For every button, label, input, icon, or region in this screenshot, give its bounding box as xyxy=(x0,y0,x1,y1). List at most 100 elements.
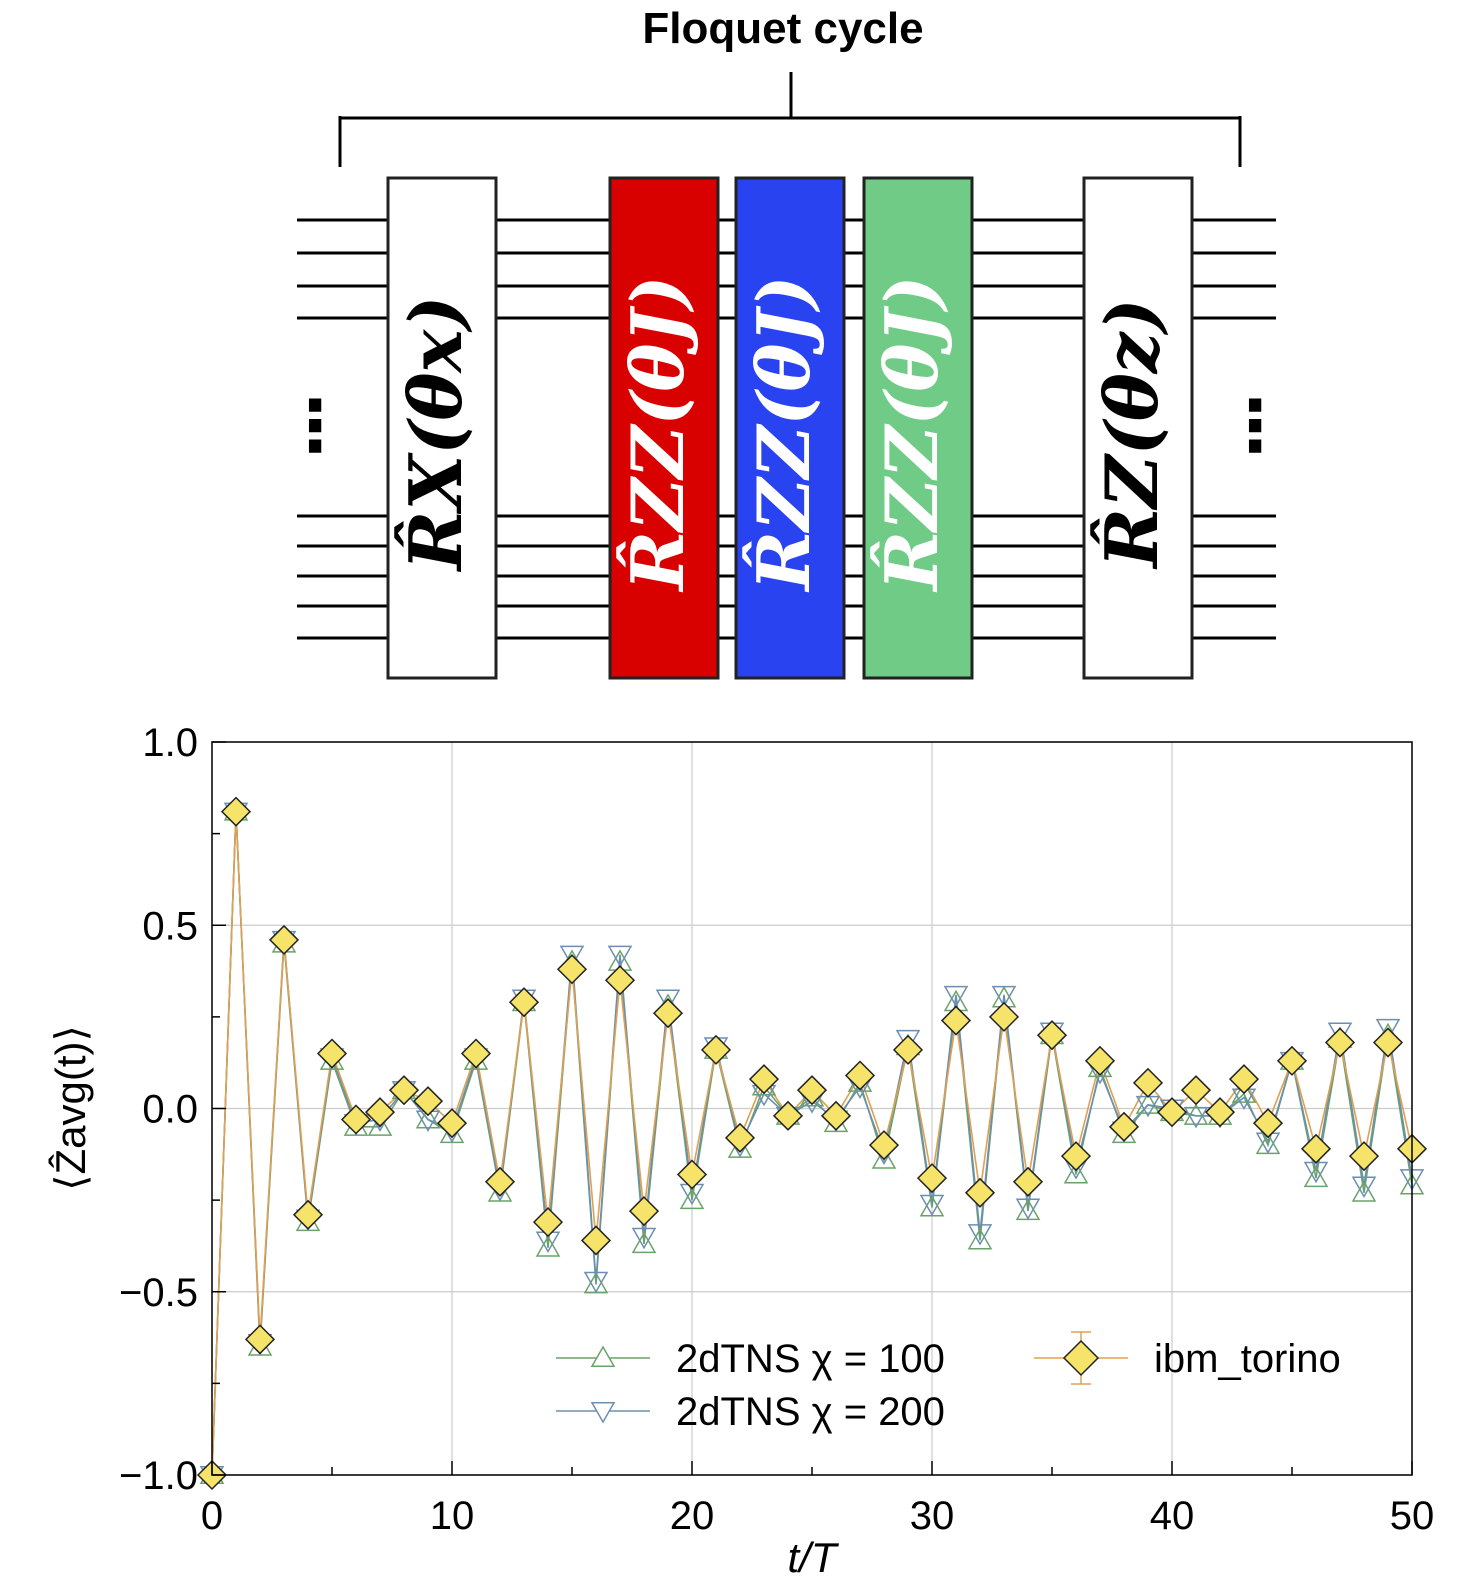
legend-entry-2: ibm_torino xyxy=(1034,1331,1341,1385)
x-tick-label: 50 xyxy=(1390,1494,1435,1538)
circuit-title: Floquet cycle xyxy=(642,4,923,53)
data-point-ibm-torino xyxy=(1156,1097,1188,1128)
gate-label: R̂Z(θz) xyxy=(1089,298,1174,569)
data-point-ibm-torino xyxy=(700,1034,732,1065)
data-point-ibm-torino xyxy=(652,998,684,1029)
y-tick-labels: 1.0 0.5 0.0 −0.5 −1.0 xyxy=(119,721,198,1498)
data-point-ibm-torino xyxy=(844,1060,876,1091)
data-point-ibm-torino xyxy=(1036,1020,1068,1051)
data-point-ibm-torino xyxy=(316,1038,348,1069)
gate-box xyxy=(386,176,498,680)
data-point-ibm-torino xyxy=(1060,1141,1092,1172)
data-point-chi100 xyxy=(871,1147,897,1169)
data-point-ibm-torino xyxy=(220,796,252,827)
legend-marker xyxy=(1062,1339,1100,1377)
legend: 2dTNS χ = 100 2dTNS χ = 200 ibm_torino xyxy=(556,1331,1341,1434)
data-point-chi100 xyxy=(535,1235,561,1257)
data-point-ibm-torino xyxy=(484,1166,516,1197)
data-point-ibm-torino xyxy=(1012,1166,1044,1197)
data-point-ibm-torino xyxy=(964,1177,996,1208)
data-point-ibm-torino xyxy=(388,1075,420,1106)
x-tick-label: 20 xyxy=(670,1494,715,1538)
data-point-chi100 xyxy=(415,1106,441,1129)
data-point-ibm-torino xyxy=(340,1104,372,1135)
data-point-chi200 xyxy=(607,945,633,968)
gate-box xyxy=(734,176,846,680)
y-tick-label: 0.5 xyxy=(142,904,198,948)
data-point-ibm-torino xyxy=(436,1108,468,1139)
data-point-chi200 xyxy=(1375,1018,1401,1041)
data-point-ibm-torino xyxy=(796,1075,828,1106)
data-point-ibm-torino xyxy=(1372,1027,1404,1058)
data-point-chi200 xyxy=(631,1227,657,1250)
data-point-chi100 xyxy=(1303,1165,1329,1188)
data-point-ibm-torino xyxy=(268,924,300,955)
data-point-ibm-torino xyxy=(820,1100,852,1131)
data-point-chi200 xyxy=(559,945,585,968)
data-point-chi100 xyxy=(967,1227,993,1250)
data-point-ibm-torino xyxy=(1084,1045,1116,1076)
data-point-chi200 xyxy=(1327,1022,1353,1045)
data-point-chi200 xyxy=(1351,1176,1377,1198)
legend-marker xyxy=(590,1345,616,1367)
data-point-chi200 xyxy=(895,1029,921,1052)
data-point-ibm-torino xyxy=(1300,1133,1332,1164)
data-point-chi100 xyxy=(367,1114,393,1136)
data-point-ibm-torino xyxy=(292,1199,324,1230)
legend-label: 2dTNS χ = 200 xyxy=(676,1390,945,1434)
ellipsis-right: ⋮ xyxy=(1220,385,1290,467)
floquet-circuit-diagram: Floquet cycle R̂X(θx) R̂ZZ(θJ) R̂ZZ(θJ) R̂Z… xyxy=(280,4,1290,680)
floquet-bracket xyxy=(338,72,1242,167)
x-axis-label: t/T xyxy=(788,1534,840,1580)
data-point-ibm-torino xyxy=(1108,1111,1140,1142)
data-point-ibm-torino xyxy=(508,987,540,1018)
x-tick-label: 30 xyxy=(910,1494,955,1538)
y-axis-label: ⟨Ẑavg(t)⟩ xyxy=(47,1025,94,1191)
data-point-ibm-torino xyxy=(892,1034,924,1065)
data-point-ibm-torino xyxy=(916,1163,948,1194)
z-avg-chart: 0 10 20 30 40 50 1.0 0.5 0.0 −0.5 −1.0 t/T ⟨Ẑavg(… xyxy=(47,721,1434,1580)
y-tick-label: −0.5 xyxy=(119,1271,198,1315)
data-point-chi200 xyxy=(991,985,1017,1008)
data-point-chi200 xyxy=(967,1224,993,1246)
data-point-ibm-torino xyxy=(1324,1027,1356,1058)
x-tick-labels: 0 10 20 30 40 50 xyxy=(201,1494,1434,1538)
gate-box xyxy=(862,176,974,680)
gate-0: R̂X(θx) xyxy=(386,176,498,680)
data-point-ibm-torino xyxy=(604,965,636,996)
data-point-ibm-torino xyxy=(1228,1064,1260,1095)
data-point-ibm-torino xyxy=(724,1122,756,1153)
data-point-chi200 xyxy=(1183,1106,1209,1129)
data-point-ibm-torino xyxy=(628,1196,660,1227)
gate-4: R̂Z(θz) xyxy=(1082,176,1194,680)
gate-label: R̂ZZ(θJ) xyxy=(741,275,826,592)
data-point-chi100 xyxy=(1183,1103,1209,1125)
data-point-ibm-torino xyxy=(364,1097,396,1128)
data-point-ibm-torino xyxy=(1132,1067,1164,1098)
data-point-chi100 xyxy=(631,1231,657,1254)
gate-1: R̂ZZ(θJ) xyxy=(608,176,720,680)
data-point-ibm-torino xyxy=(1276,1045,1308,1076)
data-point-ibm-torino xyxy=(1348,1141,1380,1172)
data-point-chi100 xyxy=(679,1187,705,1210)
data-point-ibm-torino xyxy=(1204,1097,1236,1128)
gate-layer: R̂X(θx) R̂ZZ(θJ) R̂ZZ(θJ) R̂ZZ(θJ) R̂Z(θz) xyxy=(386,176,1194,680)
legend-entry-0: 2dTNS χ = 100 xyxy=(556,1337,945,1381)
data-point-ibm-torino xyxy=(676,1159,708,1190)
x-tick-label: 10 xyxy=(430,1494,475,1538)
gate-3: R̂ZZ(θJ) xyxy=(862,176,974,680)
data-point-chi200 xyxy=(583,1271,609,1294)
data-point-ibm-torino xyxy=(1252,1108,1284,1139)
y-tick-label: −1.0 xyxy=(119,1454,198,1498)
data-point-ibm-torino xyxy=(1180,1075,1212,1106)
data-point-chi100 xyxy=(1063,1161,1089,1184)
axis-ticks xyxy=(211,741,1413,1476)
gate-label: R̂ZZ(θJ) xyxy=(869,275,954,592)
data-point-chi100 xyxy=(1135,1092,1161,1114)
data-point-ibm-torino xyxy=(868,1130,900,1161)
y-tick-label: 1.0 xyxy=(142,721,198,765)
data-point-ibm-torino xyxy=(988,1001,1020,1032)
legend-entry-1: 2dTNS χ = 200 xyxy=(556,1390,945,1434)
gate-label: R̂ZZ(θJ) xyxy=(615,275,700,592)
